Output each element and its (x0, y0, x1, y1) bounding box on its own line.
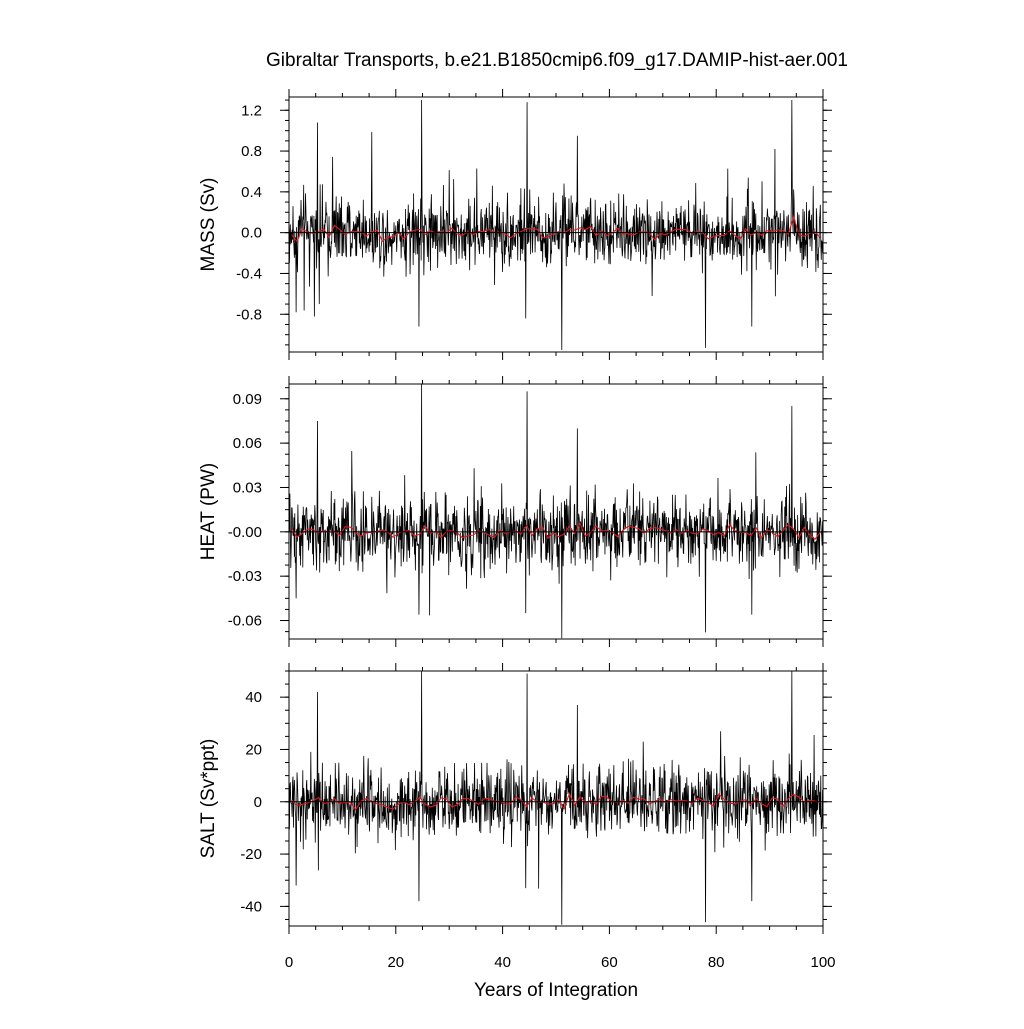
salt-y-tick-label: 0 (254, 794, 262, 811)
mass-y-axis-title: MASS (Sv) (198, 178, 219, 272)
salt-x-tick-label: 80 (708, 954, 725, 971)
mass-y-tick-label: 1.2 (241, 102, 262, 119)
mass-y-tick-label: 0.4 (241, 184, 262, 201)
salt-x-tick-label: 40 (494, 954, 511, 971)
salt-x-tick-label: 20 (387, 954, 404, 971)
mass-y-tick-label: 0.0 (241, 225, 262, 242)
salt-y-axis-title: SALT (Sv*ppt) (198, 739, 219, 859)
salt-y-tick-label: -20 (240, 846, 262, 863)
mass-y-tick-label: -0.4 (236, 265, 262, 282)
chart-title: Gibraltar Transports, b.e21.B1850cmip6.f… (266, 50, 848, 71)
heat-y-tick-label: 0.03 (233, 479, 262, 496)
mass-y-tick-label: -0.8 (236, 306, 262, 323)
salt-y-tick-label: -40 (240, 898, 262, 915)
salt-monthly-series-line (289, 671, 823, 925)
mass-monthly-series-line (289, 100, 823, 350)
heat-y-tick-label: -0.06 (228, 613, 262, 630)
heat-y-tick-label: 0.06 (233, 435, 262, 452)
salt-y-tick-label: 40 (245, 689, 262, 706)
salt-x-tick-label: 0 (285, 954, 293, 971)
salt-y-tick-label: 20 (245, 741, 262, 758)
heat-plot-frame (288, 383, 824, 640)
salt-x-tick-label: 100 (810, 954, 835, 971)
mass-y-tick-label: 0.8 (241, 143, 262, 160)
heat-y-axis-title: HEAT (PW) (198, 463, 219, 560)
x-axis-title: Years of Integration (474, 980, 638, 1001)
heat-y-tick-label: -0.00 (228, 524, 262, 541)
heat-annual-mean-line (291, 522, 821, 540)
salt-x-tick-label: 60 (601, 954, 618, 971)
heat-y-tick-label: -0.03 (228, 568, 262, 585)
panel-salt: -40 -20 0 20 40 SALT (Sv*ppt) 0 20 40 60 80 100 (198, 663, 836, 971)
heat-monthly-series-line (289, 384, 823, 639)
panel-heat: -0.06 -0.03 -0.00 0.03 0.06 0.09 HEAT (PW) (198, 376, 832, 647)
panel-mass: -0.8 -0.4 0.0 0.4 0.8 1.2 MASS (Sv) (198, 89, 832, 360)
heat-y-tick-label: 0.09 (233, 391, 262, 408)
